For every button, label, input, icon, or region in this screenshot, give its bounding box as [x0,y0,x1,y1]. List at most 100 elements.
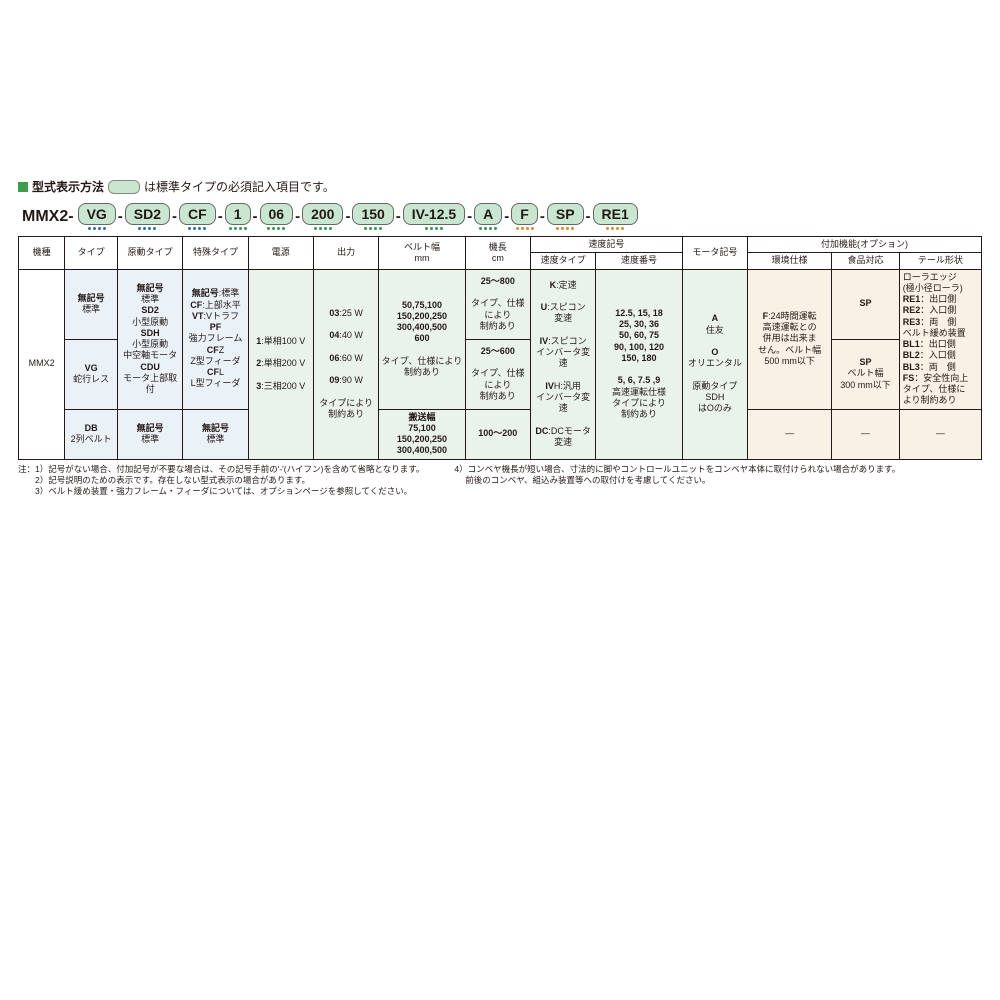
leader-dots [267,227,285,230]
code-separator: - [394,208,403,225]
th-special: 特殊タイプ [183,237,248,270]
th-motor: モータ記号 [682,237,747,270]
th-belt: ベルト幅mm [379,237,465,270]
notes-right: 4）コンベヤ機長が短い場合、寸法的に脚やコントロールユニットをコンベヤ本体に取付… [454,464,900,498]
pill-legend-icon [108,180,140,194]
th-len: 機長cm [465,237,530,270]
cell-food-3: ― [832,409,899,459]
cell-special-3: 無記号標準 [183,409,248,459]
leader-dots [364,227,382,230]
header-row-1: 機種 タイプ 原動タイプ 特殊タイプ 電源 出力 ベルト幅mm 機長cm 速度記… [19,237,982,253]
leader-dots [229,227,247,230]
cell-special-12: 無記号:標準CF:上部水平VT:VトラフPF強力フレームCFZZ型フィーダCFL… [183,269,248,409]
th-speed-no: 速度番号 [596,253,682,269]
code-separator: - [216,208,225,225]
cell-food-2: SPベルト幅300 mm以下 [832,339,899,409]
leader-dots [556,227,574,230]
leader-dots [88,227,106,230]
leader-dots [516,227,534,230]
cell-output: 03:25 W04:40 W06:60 W09:90 Wタイプにより制約あり [313,269,378,459]
code-separator: - [343,208,352,225]
cell-food-1: SP [832,269,899,339]
code-separator: - [170,208,179,225]
cell-motor: A住友Oオリエンタル原動タイプSDHはOのみ [682,269,747,459]
code-segment: F [511,203,538,230]
th-power: 電源 [248,237,313,270]
cell-speed-type: K:定速U:スピコン変速IV:スピコンインバータ変速IVH:汎用インバータ変速D… [530,269,595,459]
cell-type-1: 無記号標準 [65,269,118,339]
th-model: 機種 [19,237,65,270]
leader-dots [606,227,624,230]
code-separator: - [538,208,547,225]
code-segment: 1 [225,203,251,230]
code-segment: 150 [352,203,393,230]
spec-table: 機種 タイプ 原動タイプ 特殊タイプ 電源 出力 ベルト幅mm 機長cm 速度記… [18,236,982,460]
code-pill: 1 [225,203,251,225]
section-title: 型式表示方法 は標準タイプの必須記入項目です。 [18,178,982,195]
body-row-1: MMX2 無記号標準 無記号標準SD2小型原動SDH小型原動中空軸モータCDUモ… [19,269,982,339]
th-speed: 速度記号 [530,237,682,253]
cell-belt-12: 50,75,100150,200,250300,400,500600タイプ、仕様… [379,269,465,409]
title-main: 型式表示方法 [32,178,104,195]
notes-left: 注：1）記号がない場合、付加記号が不要な場合は、その記号手前の'-'(ハイフン)… [18,464,424,498]
title-sub: は標準タイプの必須記入項目です。 [144,178,335,195]
code-pill: 150 [352,203,393,225]
code-segment: 200 [302,203,343,230]
cell-env-3: ― [748,409,832,459]
code-pill: 06 [260,203,294,225]
code-pill: CF [179,203,216,225]
code-segment: A [474,203,502,230]
code-prefix: MMX2- [18,206,78,228]
code-separator: - [465,208,474,225]
cell-env-12: F:24時間運転高速運転との併用は出来ません。ベルト幅500 mm以下 [748,269,832,409]
th-speed-type: 速度タイプ [530,253,595,269]
cell-tail-3: ― [899,409,981,459]
code-pill: F [511,203,538,225]
cell-len-3: 100～200 [465,409,530,459]
code-segment: 06 [260,203,294,230]
cell-drive-12: 無記号標準SD2小型原動SDH小型原動中空軸モータCDUモータ上部取付 [118,269,183,409]
code-segment: VG [78,203,116,230]
th-drive: 原動タイプ [118,237,183,270]
code-pill: VG [78,203,116,225]
th-food: 食品対応 [832,253,899,269]
leader-dots [425,227,443,230]
cell-type-3: DB2列ベルト [65,409,118,459]
code-segment: SP [547,203,584,230]
cell-model: MMX2 [19,269,65,459]
leader-dots [314,227,332,230]
th-tail: テール形状 [899,253,981,269]
code-separator: - [116,208,125,225]
code-pill: IV-12.5 [403,203,465,225]
code-pill: SP [547,203,584,225]
code-separator: - [293,208,302,225]
code-pill: SD2 [125,203,170,225]
code-separator: - [584,208,593,225]
code-segment: CF [179,203,216,230]
leader-dots [138,227,156,230]
body-row-3: DB2列ベルト 無記号標準 無記号標準 搬送幅75,100150,200,250… [19,409,982,459]
code-pill: A [474,203,502,225]
leader-dots [188,227,206,230]
cell-belt-3: 搬送幅75,100150,200,250300,400,500 [379,409,465,459]
cell-len-1: 25～800タイプ、仕様により制約あり [465,269,530,339]
cell-speed-no: 12.5, 15, 1825, 30, 3650, 60, 7590, 100,… [596,269,682,459]
th-output: 出力 [313,237,378,270]
cell-tail-12: ローラエッジ(極小径ローラ)RE1：出口側RE2：入口側RE3：両 側ベルト緩め… [899,269,981,409]
model-code-row: MMX2-VG-SD2-CF-1-06-200-150-IV-12.5-A-F-… [18,203,982,230]
code-pill: RE1 [593,203,638,225]
code-pill: 200 [302,203,343,225]
code-segment: RE1 [593,203,638,230]
cell-type-2: VG蛇行レス [65,339,118,409]
cell-drive-3: 無記号標準 [118,409,183,459]
code-segment: IV-12.5 [403,203,465,230]
th-addon: 付加機能(オプション) [748,237,982,253]
cell-power: 1:単相100 V2:単相200 V3:三相200 V [248,269,313,459]
notes: 注：1）記号がない場合、付加記号が不要な場合は、その記号手前の'-'(ハイフン)… [18,464,982,498]
leader-dots [479,227,497,230]
th-env: 環境仕様 [748,253,832,269]
title-marker-icon [18,182,28,192]
code-segment: MMX2- [18,206,78,228]
cell-len-2: 25～600タイプ、仕様により制約あり [465,339,530,409]
th-type: タイプ [65,237,118,270]
